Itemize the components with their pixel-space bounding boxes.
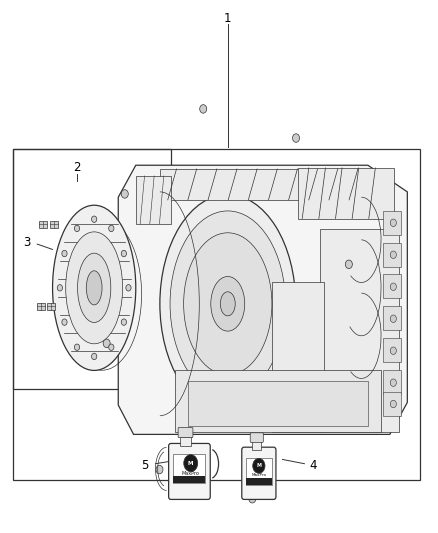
Circle shape [253, 458, 265, 473]
FancyBboxPatch shape [169, 443, 210, 499]
Circle shape [109, 344, 114, 350]
Circle shape [390, 315, 396, 322]
Circle shape [390, 219, 396, 227]
Bar [383, 306, 401, 330]
FancyBboxPatch shape [242, 447, 276, 499]
Text: MaxPro: MaxPro [251, 473, 266, 478]
Text: M: M [256, 463, 261, 469]
Circle shape [390, 283, 396, 290]
Bar [246, 478, 272, 485]
Text: 3: 3 [24, 236, 31, 249]
Bar [180, 437, 191, 446]
Bar [383, 243, 401, 266]
Ellipse shape [86, 271, 102, 305]
Bar [383, 211, 401, 235]
Bar [272, 282, 324, 432]
Ellipse shape [211, 277, 245, 331]
Circle shape [57, 285, 63, 291]
Circle shape [109, 225, 114, 232]
Bar [246, 458, 272, 485]
Text: 1: 1 [224, 12, 232, 25]
Ellipse shape [78, 253, 111, 322]
Ellipse shape [66, 232, 123, 344]
Ellipse shape [220, 292, 235, 316]
Circle shape [74, 225, 80, 232]
Bar [50, 221, 58, 228]
FancyBboxPatch shape [178, 427, 193, 438]
Circle shape [390, 400, 396, 408]
Circle shape [92, 353, 97, 360]
Bar [320, 229, 399, 432]
Text: 5: 5 [141, 459, 148, 472]
Ellipse shape [170, 211, 286, 397]
Circle shape [103, 339, 110, 348]
Ellipse shape [184, 233, 272, 375]
Circle shape [249, 495, 256, 503]
Circle shape [293, 134, 300, 142]
Circle shape [62, 319, 67, 325]
Text: 2: 2 [73, 161, 81, 174]
Bar [136, 176, 171, 224]
Bar [252, 441, 261, 450]
Text: 4: 4 [309, 459, 317, 472]
Bar [173, 454, 205, 483]
Bar [160, 169, 379, 200]
Circle shape [390, 251, 396, 259]
Circle shape [62, 251, 67, 257]
Circle shape [345, 260, 352, 269]
Bar [13, 149, 420, 480]
FancyBboxPatch shape [250, 433, 263, 442]
Bar [175, 370, 381, 432]
Bar [173, 476, 205, 483]
Circle shape [184, 455, 198, 472]
Circle shape [327, 409, 334, 418]
Bar [47, 303, 55, 310]
Text: MaxPro: MaxPro [182, 471, 200, 476]
Text: M: M [188, 461, 194, 466]
Ellipse shape [53, 205, 136, 370]
Circle shape [74, 344, 80, 350]
Bar [383, 274, 401, 298]
Bar [383, 392, 401, 416]
Polygon shape [118, 165, 407, 434]
Bar [383, 370, 401, 394]
Circle shape [390, 379, 396, 386]
Bar [13, 149, 171, 389]
Circle shape [92, 216, 97, 222]
Bar [39, 221, 47, 228]
Bar [383, 338, 401, 362]
Circle shape [121, 319, 127, 325]
Bar [188, 381, 368, 426]
Circle shape [200, 104, 207, 113]
Circle shape [121, 190, 128, 198]
Bar [298, 168, 394, 219]
Circle shape [126, 285, 131, 291]
Circle shape [121, 251, 127, 257]
Circle shape [156, 465, 163, 474]
Ellipse shape [160, 195, 296, 413]
Bar [37, 303, 45, 310]
Circle shape [390, 347, 396, 354]
